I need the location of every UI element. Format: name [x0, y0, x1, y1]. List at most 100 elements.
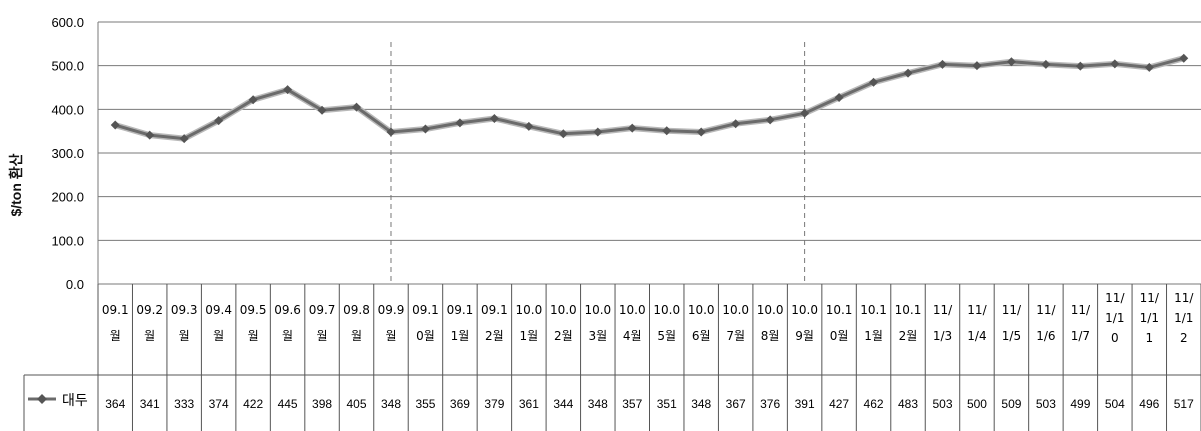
x-category-label: 1/7 — [1071, 329, 1090, 343]
x-category-label: 09.1 — [481, 303, 508, 317]
table-value-label: 517 — [1174, 397, 1194, 411]
x-category-label: 월 — [282, 329, 293, 343]
data-point-marker — [145, 130, 155, 140]
x-category-label: 11/ — [1071, 303, 1091, 317]
table-value-label: 503 — [932, 397, 952, 411]
data-point-marker — [800, 108, 810, 118]
data-point-marker — [179, 134, 189, 144]
x-category-label: 3월 — [588, 329, 607, 343]
x-category-label: 월 — [248, 329, 259, 343]
data-point-marker — [214, 116, 224, 126]
x-category-label: 09.9 — [378, 303, 405, 317]
x-category-label: 월 — [179, 329, 190, 343]
x-category-label: 11/ — [1036, 303, 1056, 317]
x-category-label: 5월 — [657, 329, 676, 343]
data-point-marker — [1179, 53, 1189, 63]
y-tick-label: 300.0 — [51, 146, 84, 161]
table-value-label: 376 — [760, 397, 780, 411]
table-value-label: 503 — [1036, 397, 1056, 411]
table-value-label: 504 — [1105, 397, 1125, 411]
data-point-marker — [834, 93, 844, 103]
x-category-label: 11/ — [1174, 291, 1194, 305]
x-category-label: 11/ — [1002, 303, 1022, 317]
table-value-label: 348 — [381, 397, 401, 411]
x-category-label: 10.0 — [688, 303, 715, 317]
x-category-label: 1월 — [520, 329, 539, 343]
y-tick-label: 200.0 — [51, 190, 84, 205]
x-category-label: 09.7 — [309, 303, 336, 317]
legend-marker — [37, 394, 47, 404]
x-category-label: 2월 — [554, 329, 573, 343]
data-point-marker — [317, 105, 327, 115]
x-category-label: 11/ — [933, 303, 953, 317]
x-category-label: 09.1 — [447, 303, 474, 317]
x-category-label: 6월 — [692, 329, 711, 343]
data-point-marker — [765, 115, 775, 125]
data-point-marker — [593, 127, 603, 137]
x-category-label: 1월 — [451, 329, 470, 343]
data-point-marker — [662, 126, 672, 136]
data-point-marker — [352, 102, 362, 112]
x-category-label: 10.1 — [826, 303, 853, 317]
data-point-marker — [1075, 61, 1085, 71]
x-category-label: 10.0 — [791, 303, 818, 317]
x-category-label: 8월 — [761, 329, 780, 343]
x-category-label: 7월 — [726, 329, 745, 343]
x-category-label: 월 — [317, 329, 328, 343]
x-category-label: 2월 — [485, 329, 504, 343]
x-category-label: 11/ — [967, 303, 987, 317]
data-point-marker — [524, 121, 534, 131]
data-point-marker — [283, 85, 293, 95]
x-category-label: 09.1 — [412, 303, 439, 317]
x-category-label: 10.0 — [550, 303, 577, 317]
x-category-label: 1/5 — [1002, 329, 1021, 343]
table-value-label: 483 — [898, 397, 918, 411]
table-value-label: 333 — [174, 397, 194, 411]
table-value-label: 357 — [622, 397, 642, 411]
table-value-label: 348 — [691, 397, 711, 411]
data-point-marker — [731, 119, 741, 129]
x-category-label: 2 — [1180, 331, 1188, 345]
table-value-label: 427 — [829, 397, 849, 411]
y-tick-label: 100.0 — [51, 233, 84, 248]
x-category-label: 1/4 — [967, 329, 986, 343]
table-value-label: 351 — [657, 397, 677, 411]
x-category-label: 월 — [351, 329, 362, 343]
series-line-shadow — [114, 55, 1185, 142]
table-value-label: 422 — [243, 397, 263, 411]
data-point-marker — [696, 127, 706, 137]
x-category-label: 10.0 — [653, 303, 680, 317]
y-tick-label: 0.0 — [66, 277, 84, 292]
data-point-marker — [110, 120, 120, 130]
x-category-label: 10.1 — [860, 303, 887, 317]
y-axis-label: $/ton 환산 — [8, 153, 24, 217]
x-category-label: 09.4 — [205, 303, 232, 317]
x-category-label: 09.2 — [136, 303, 163, 317]
x-category-label: 1/1 — [1105, 311, 1124, 325]
table-value-label: 374 — [209, 397, 229, 411]
x-category-label: 4월 — [623, 329, 642, 343]
x-category-label: 10.0 — [757, 303, 784, 317]
x-category-label: 0 — [1111, 331, 1119, 345]
table-value-label: 364 — [105, 397, 125, 411]
x-category-label: 9월 — [795, 329, 814, 343]
x-category-label: 1/3 — [933, 329, 952, 343]
x-category-label: 09.5 — [240, 303, 267, 317]
x-category-label: 11/ — [1105, 291, 1125, 305]
data-point-marker — [869, 77, 879, 87]
series-line — [114, 56, 1185, 141]
x-category-label: 10.0 — [584, 303, 611, 317]
table-value-label: 462 — [864, 397, 884, 411]
table-value-label: 496 — [1139, 397, 1159, 411]
data-point-marker — [627, 123, 637, 133]
y-tick-label: 500.0 — [51, 59, 84, 74]
x-category-label: 0월 — [830, 329, 849, 343]
x-category-label: 11/ — [1140, 291, 1160, 305]
table-value-label: 500 — [967, 397, 987, 411]
x-category-label: 월 — [385, 329, 396, 343]
x-category-label: 월 — [144, 329, 155, 343]
x-category-label: 1/1 — [1174, 311, 1193, 325]
x-category-label: 09.6 — [274, 303, 301, 317]
x-category-label: 1 — [1145, 331, 1153, 345]
